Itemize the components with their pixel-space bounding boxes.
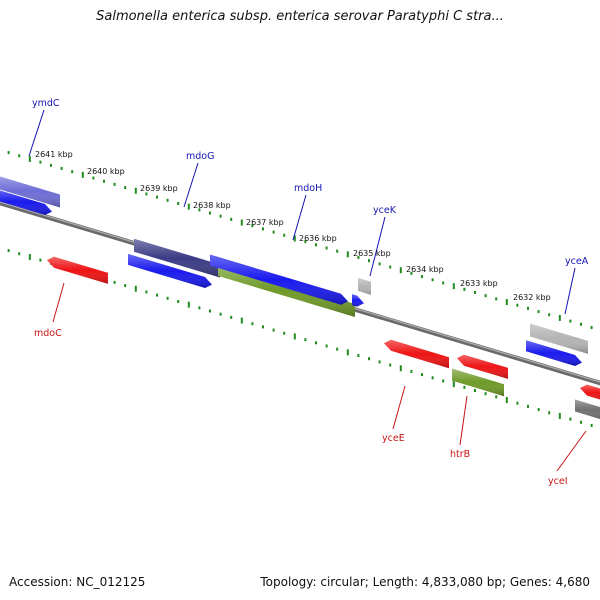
gene-label-top: yceA (565, 256, 589, 267)
leader-line-top (369, 216, 386, 277)
kbp-label: 2635 kbp (353, 249, 391, 258)
kbp-label: 2636 kbp (299, 234, 337, 243)
gene-yceE-shade (384, 339, 449, 369)
tick-marks (7, 151, 593, 427)
leader-line-bottom (52, 282, 65, 323)
gene-label-bottom: yceE (382, 433, 405, 444)
gene-mdoG-shade (134, 238, 220, 278)
gene-yceI-shade (575, 399, 600, 419)
gene-label-bottom: mdoC (34, 328, 62, 339)
gene-features (0, 176, 600, 419)
kbp-label: 2632 kbp (513, 293, 551, 302)
gene-label-top: mdoH (294, 183, 322, 194)
kbp-label: 2633 kbp (460, 279, 498, 288)
leader-line-bottom (459, 395, 468, 446)
kbp-label: 2637 kbp (246, 218, 284, 227)
topology-summary: Topology: circular; Length: 4,833,080 bp… (260, 575, 590, 589)
gene-ymdC-shade (0, 176, 60, 208)
kbp-label: 2638 kbp (193, 201, 231, 210)
gene-label-top: yceK (373, 205, 397, 216)
gene-label-bottom: htrB (450, 449, 470, 460)
gene-red-edge-shade (580, 384, 600, 400)
gene-label-top: ymdC (32, 98, 60, 109)
leader-line-bottom (392, 385, 406, 430)
gene-blue-left-shade (0, 190, 52, 215)
gene-yceA-blue-shade (526, 340, 582, 366)
gene-yceK-shade (358, 277, 371, 295)
leader-line-top (564, 267, 576, 315)
gene-mdoG-blue-shade (128, 253, 212, 288)
accession-label: Accession: NC_012125 (9, 575, 146, 589)
text-labels: 2641 kbp 2640 kbp 2639 kbp 2638 kbp 2637 kbp… (32, 98, 589, 487)
leader-line-top (28, 109, 45, 157)
kbp-label: 2634 kbp (406, 265, 444, 274)
gene-red-right-shade (457, 354, 508, 379)
leader-line-top (183, 162, 199, 208)
kbp-label: 2641 kbp (35, 150, 73, 159)
label-leaders (28, 109, 587, 472)
gene-mdoH-blue-shade (210, 254, 348, 305)
gene-mdoC-shade (47, 256, 108, 284)
kbp-label: 2639 kbp (140, 184, 178, 193)
gene-htrB-shade (452, 368, 504, 397)
map-title: Salmonella enterica subsp. enterica sero… (96, 9, 504, 24)
gene-yceK-blue-shade (352, 294, 364, 307)
gene-label-top: mdoG (186, 151, 214, 162)
gene-yceA-shade (530, 323, 588, 354)
leader-line-bottom (556, 430, 587, 472)
kbp-label: 2640 kbp (87, 167, 125, 176)
leader-line-top (292, 194, 307, 241)
gene-label-bottom: yceI (548, 476, 568, 487)
